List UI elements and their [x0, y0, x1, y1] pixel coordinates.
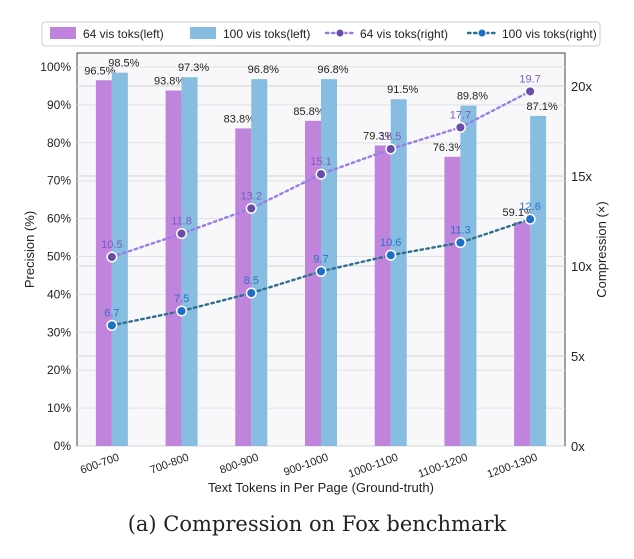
bar-64-data-label: 93.8%: [154, 75, 185, 87]
point-100-data-label: 10.6: [380, 237, 401, 249]
y-left-tick-label: 0%: [54, 439, 72, 453]
point-64-data-label: 15.1: [310, 156, 331, 168]
y-left-tick-label: 80%: [47, 136, 71, 150]
bar-100-data-label: 96.8%: [248, 64, 279, 76]
bar-64-vis-toks: [374, 145, 391, 446]
bar-64-data-label: 96.5%: [84, 65, 115, 77]
point-64-vis-toks: [454, 121, 466, 133]
compression-chart: 0% 10% 20% 30% 40% 50% 60% 70% 80% 90% 100% 0x 5x 10x…: [22, 21, 609, 495]
x-tick-label: 1100-1200: [417, 452, 470, 481]
bar-100-vis-toks: [111, 72, 128, 446]
bar-100-data-label: 91.5%: [387, 84, 418, 96]
point-100-vis-toks: [385, 249, 397, 261]
point-64-vis-toks: [385, 143, 397, 155]
x-tick-label: 1000-1100: [347, 452, 400, 481]
x-tick-label: 1200-1300: [486, 452, 540, 481]
x-tick-label: 900-1000: [282, 452, 330, 479]
bar-64-vis-toks: [235, 128, 252, 446]
point-100-vis-toks: [454, 237, 466, 249]
y-left-tick-label: 70%: [47, 174, 71, 188]
bar-64-vis-toks: [165, 90, 182, 447]
x-tick-label: 800-900: [218, 452, 260, 477]
x-tick-label: 700-800: [149, 452, 191, 477]
y-right-tick-label: 10x: [571, 259, 592, 274]
bar-100-vis-toks: [460, 105, 477, 447]
y-left-axis-label: Precision (%): [22, 211, 37, 288]
bar-100-vis-toks: [181, 77, 198, 446]
bar-64-data-label: 83.8%: [224, 113, 255, 125]
legend-box: [41, 21, 601, 47]
bar-64-vis-toks: [444, 156, 461, 446]
bar-64-data-label: 85.8%: [293, 106, 324, 118]
bar-100-data-label: 96.8%: [317, 64, 348, 76]
point-100-data-label: 6.7: [104, 307, 119, 319]
y-right-tick-label: 5x: [571, 349, 585, 364]
y-right-tick-label: 15x: [571, 169, 592, 184]
x-tick-label: 600-700: [79, 452, 121, 477]
y-left-tick-label: 20%: [47, 363, 71, 377]
point-100-data-label: 7.5: [174, 293, 189, 305]
y-left-tick-label: 50%: [47, 250, 71, 264]
point-100-data-label: 8.5: [244, 275, 259, 287]
bar-100-data-label: 98.5%: [108, 58, 139, 70]
bar-64-vis-toks: [305, 120, 321, 447]
legend-marker-64-line: [335, 28, 345, 38]
point-64-vis-toks: [106, 251, 118, 263]
y-left-tick-label: 90%: [47, 98, 71, 112]
bar-100-data-label: 87.1%: [527, 101, 558, 113]
legend-marker-100-line: [477, 28, 487, 38]
bar-100-data-label: 97.3%: [178, 62, 209, 74]
point-100-vis-toks: [315, 265, 327, 277]
point-100-vis-toks: [245, 287, 257, 299]
y-left-tick-label: 40%: [47, 287, 71, 301]
point-64-vis-toks: [524, 85, 536, 97]
bar-64-vis-toks: [514, 222, 531, 446]
point-64-vis-toks: [245, 202, 257, 214]
bar-100-vis-toks: [251, 79, 268, 447]
legend-label-64-line: 64 vis toks(right): [360, 27, 448, 41]
point-100-vis-toks: [524, 213, 536, 225]
legend-label-100-line: 100 vis toks(right): [502, 27, 597, 41]
point-64-data-label: 10.5: [101, 239, 122, 251]
legend-swatch-100-bar: [190, 27, 216, 39]
point-100-vis-toks: [106, 319, 118, 331]
point-100-vis-toks: [176, 305, 188, 317]
y-right-tick-label: 0x: [571, 439, 585, 454]
legend-label-64-bar: 64 vis toks(left): [83, 27, 164, 41]
bar-100-vis-toks: [530, 115, 547, 447]
legend-swatch-64-bar: [50, 27, 76, 39]
bar-64-data-label: 79.3%: [363, 130, 394, 142]
point-100-data-label: 12.6: [519, 201, 540, 213]
bar-64-vis-toks: [95, 80, 112, 446]
point-100-data-label: 9.7: [313, 253, 328, 265]
bar-100-data-label: 89.8%: [457, 91, 488, 103]
bar-100-vis-toks: [390, 99, 407, 446]
point-100-data-label: 11.3: [450, 225, 471, 237]
y-left-tick-label: 30%: [47, 325, 71, 339]
point-64-data-label: 13.2: [241, 190, 262, 202]
figure-caption: (a) Compression on Fox benchmark: [127, 512, 507, 536]
y-right-tick-label: 20x: [571, 79, 592, 94]
point-64-vis-toks: [176, 228, 188, 240]
point-64-data-label: 16.5: [380, 131, 401, 143]
point-64-data-label: 17.7: [450, 109, 471, 121]
point-64-data-label: 11.8: [171, 216, 192, 228]
point-64-vis-toks: [315, 168, 327, 180]
bar-64-data-label: 76.3%: [433, 142, 464, 154]
legend-label-100-bar: 100 vis toks(left): [223, 27, 310, 41]
x-axis-label: Text Tokens in Per Page (Ground-truth): [208, 480, 434, 495]
y-left-tick-label: 60%: [47, 212, 71, 226]
y-left-tick-label: 100%: [40, 60, 71, 74]
y-left-tick-label: 10%: [47, 401, 71, 415]
y-right-axis-label: Compression (×): [594, 201, 609, 297]
point-64-data-label: 19.7: [519, 73, 540, 85]
